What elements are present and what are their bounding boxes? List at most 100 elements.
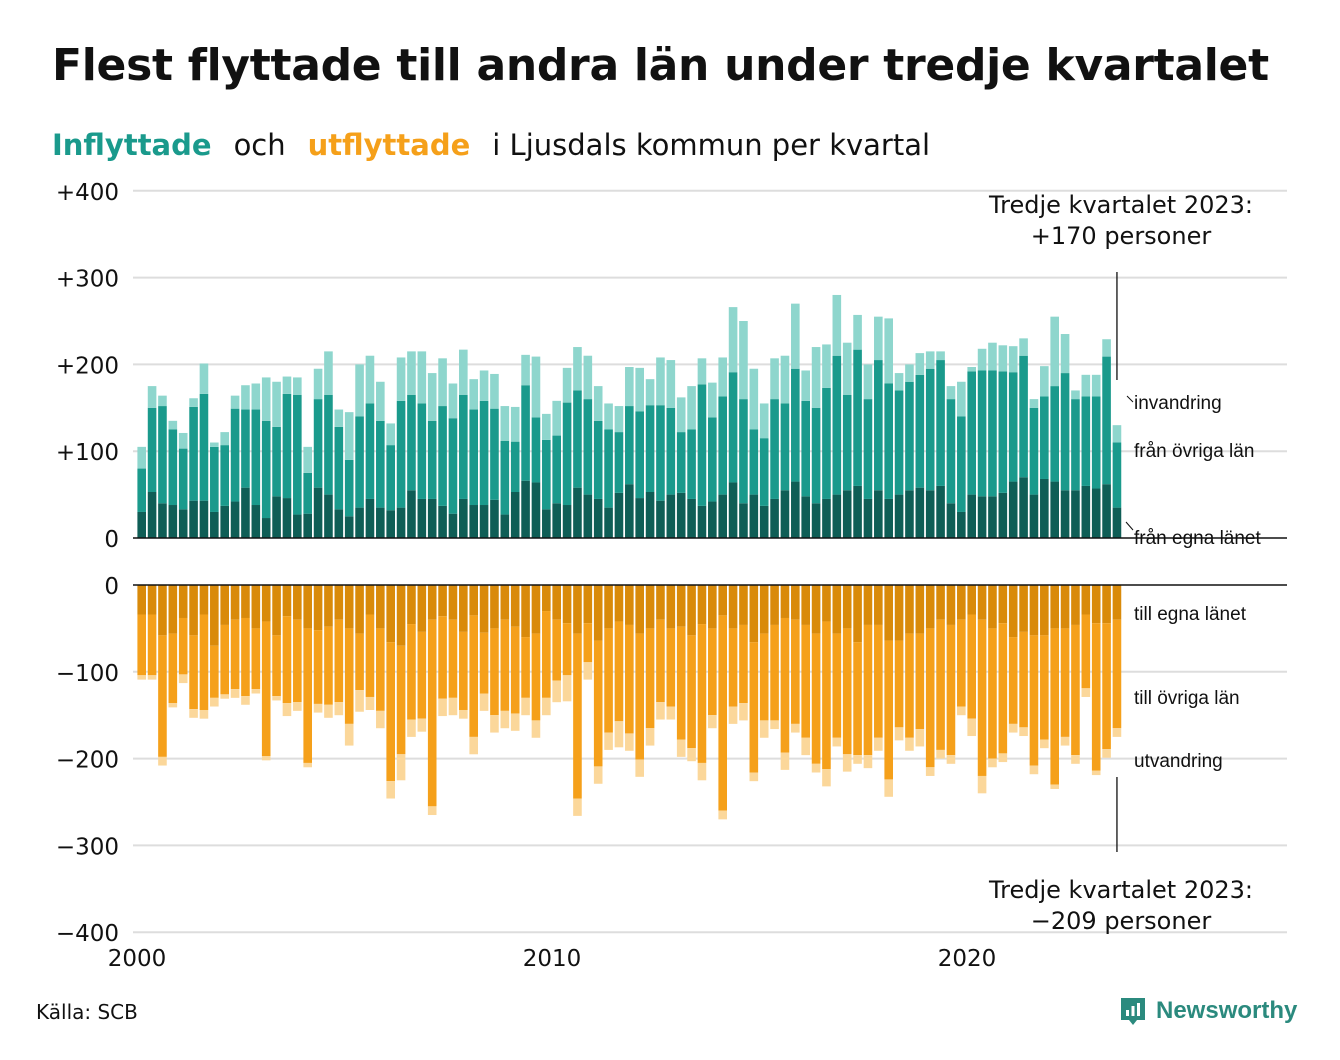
bar-in-other-county: [822, 387, 831, 499]
bar-out-own-county: [656, 585, 665, 620]
bar-out-other-county: [946, 624, 956, 756]
bar-out-emigration: [853, 755, 862, 764]
bar-out-own-county: [396, 585, 406, 646]
bar-out-emigration: [448, 697, 458, 716]
bar-in-immigration: [573, 347, 582, 391]
bar-out-other-county: [158, 635, 167, 757]
bar-in-immigration: [780, 355, 790, 404]
bar-out-emigration: [1112, 728, 1122, 737]
bar-out-emigration: [137, 675, 146, 680]
bar-in-immigration: [1071, 390, 1080, 400]
bar-in-immigration: [998, 345, 1008, 372]
bar-in-other-county: [344, 459, 354, 517]
bar-in-immigration: [199, 363, 209, 394]
bar-in-immigration: [583, 355, 593, 400]
bar-out-own-county: [459, 585, 468, 632]
bar-in-other-county: [697, 384, 707, 506]
bar-in-other-county: [251, 409, 261, 506]
bar-in-other-county: [562, 402, 572, 506]
annotation-top-line1: Tredje kvartalet 2023:: [988, 191, 1253, 219]
bar-out-other-county: [687, 635, 696, 749]
bar-out-own-county: [863, 585, 873, 625]
bar-in-immigration: [510, 406, 520, 442]
bar-in-other-county: [293, 394, 302, 515]
bar-out-own-county: [137, 585, 146, 615]
bar-out-other-county: [801, 624, 810, 738]
bar-out-emigration: [936, 749, 945, 759]
bar-out-own-county: [1071, 585, 1080, 625]
bar-out-other-county: [355, 633, 364, 691]
bar-in-other-county: [386, 445, 395, 511]
bar-in-own-county: [832, 494, 842, 538]
bar-out-other-county: [708, 628, 717, 716]
bar-out-emigration: [946, 755, 956, 764]
bar-in-own-county: [728, 482, 738, 538]
bar-out-own-county: [801, 585, 810, 625]
bar-out-emigration: [1019, 727, 1028, 737]
bar-in-own-county: [438, 505, 447, 538]
bar-out-own-county: [324, 585, 333, 627]
bar-in-own-county: [656, 500, 665, 538]
bar-out-emigration: [573, 798, 582, 816]
bar-in-other-county: [832, 355, 842, 495]
bar-in-own-county: [293, 514, 302, 538]
bar-in-immigration: [417, 351, 427, 404]
bar-in-own-county: [1008, 481, 1018, 538]
bar-in-own-county: [521, 480, 530, 538]
bar-in-own-county: [552, 503, 561, 538]
bar-out-own-county: [552, 585, 561, 620]
bar-in-immigration: [905, 364, 914, 382]
bar-in-own-county: [147, 491, 157, 538]
bar-in-own-county: [417, 498, 427, 538]
bar-in-own-county: [708, 501, 717, 538]
bar-in-immigration: [272, 381, 281, 427]
bar-out-own-county: [604, 585, 613, 629]
bar-in-other-county: [168, 429, 178, 506]
bar-in-own-county: [853, 485, 862, 538]
bar-in-own-county: [988, 496, 997, 538]
bar-out-emigration: [884, 779, 893, 797]
bar-out-own-county: [811, 585, 821, 634]
bar-out-other-county: [469, 615, 478, 737]
bar-out-own-county: [220, 585, 229, 625]
bar-out-other-county: [147, 614, 157, 676]
bar-out-emigration: [874, 737, 883, 751]
bar-out-other-county: [739, 624, 748, 704]
bar-out-other-county: [863, 624, 873, 756]
bar-out-other-county: [666, 628, 676, 707]
bar-out-own-county: [583, 585, 593, 624]
bar-in-own-county: [189, 500, 198, 538]
bar-out-own-county: [210, 585, 219, 646]
bar-in-immigration: [874, 316, 883, 361]
bar-out-own-county: [510, 585, 520, 627]
bar-out-own-county: [936, 585, 945, 620]
bar-out-own-county: [479, 585, 489, 633]
bar-out-other-county: [905, 633, 914, 738]
bar-in-immigration: [697, 358, 707, 385]
bar-out-emigration: [365, 696, 375, 710]
bar-out-own-county: [832, 585, 842, 634]
bar-out-emigration: [811, 763, 821, 773]
bar-in-own-county: [749, 494, 759, 538]
bar-in-immigration: [469, 379, 478, 410]
bar-in-other-county: [573, 390, 582, 488]
bar-out-emigration: [697, 762, 707, 781]
bar-out-other-county: [936, 619, 945, 750]
bar-in-immigration: [500, 406, 510, 441]
leader-own-county: [1125, 521, 1134, 531]
bar-out-emigration: [552, 680, 561, 703]
bar-in-immigration: [791, 303, 800, 369]
bar-in-other-county: [241, 409, 250, 488]
bar-out-emigration: [728, 706, 738, 724]
bar-out-emigration: [604, 732, 613, 750]
bar-out-own-county: [189, 585, 198, 636]
y-tick-label-top: +200: [56, 353, 119, 379]
bar-in-immigration: [1112, 425, 1122, 443]
logo-text: Newsworthy: [1156, 997, 1298, 1024]
bar-out-other-county: [531, 633, 541, 721]
bar-in-own-county: [334, 509, 344, 538]
bar-out-own-county: [1102, 585, 1111, 624]
bar-in-other-county: [708, 417, 717, 502]
bar-out-own-county: [1050, 585, 1059, 629]
